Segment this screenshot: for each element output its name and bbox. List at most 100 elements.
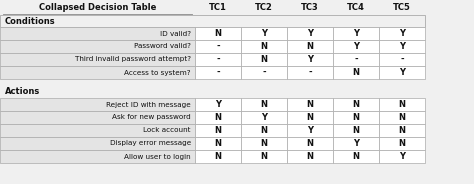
Bar	[195, 27, 241, 40]
Text: N: N	[399, 100, 405, 109]
Text: N: N	[261, 42, 267, 51]
Bar	[241, 137, 287, 150]
Text: TC2: TC2	[255, 3, 273, 13]
Text: -: -	[308, 68, 312, 77]
Bar	[287, 137, 333, 150]
Text: N: N	[261, 126, 267, 135]
Text: N: N	[353, 152, 359, 161]
Bar	[195, 137, 241, 150]
Text: -: -	[216, 42, 220, 51]
Bar	[379, 137, 425, 150]
Text: Allow user to login: Allow user to login	[124, 153, 191, 160]
Bar	[0, 98, 195, 111]
Bar	[195, 124, 241, 137]
Bar	[195, 150, 241, 163]
Bar	[241, 40, 287, 53]
Text: Y: Y	[353, 29, 359, 38]
Bar	[379, 27, 425, 40]
Text: Y: Y	[353, 139, 359, 148]
Bar	[287, 53, 333, 66]
Bar	[379, 98, 425, 111]
Text: Y: Y	[399, 152, 405, 161]
Text: TC1: TC1	[209, 3, 227, 13]
Bar	[333, 98, 379, 111]
Bar	[0, 53, 195, 66]
Bar	[241, 124, 287, 137]
Bar	[0, 124, 195, 137]
Bar	[333, 150, 379, 163]
Text: Third invalid password attempt?: Third invalid password attempt?	[75, 56, 191, 63]
Text: Y: Y	[261, 29, 267, 38]
Text: N: N	[261, 100, 267, 109]
Text: N: N	[215, 126, 221, 135]
Bar	[287, 111, 333, 124]
Text: Lock account: Lock account	[144, 128, 191, 134]
Bar	[379, 66, 425, 79]
Text: Collapsed Decision Table: Collapsed Decision Table	[39, 3, 156, 13]
Bar	[195, 40, 241, 53]
Bar	[333, 40, 379, 53]
Text: Y: Y	[261, 113, 267, 122]
Bar	[333, 53, 379, 66]
Bar	[195, 66, 241, 79]
Text: N: N	[307, 152, 313, 161]
Text: -: -	[216, 55, 220, 64]
Text: N: N	[261, 55, 267, 64]
Text: Reject ID with message: Reject ID with message	[106, 102, 191, 107]
Text: N: N	[307, 139, 313, 148]
Bar	[195, 53, 241, 66]
Text: N: N	[215, 152, 221, 161]
Bar	[287, 150, 333, 163]
Text: N: N	[215, 139, 221, 148]
Bar	[195, 98, 241, 111]
Text: Actions: Actions	[5, 88, 40, 96]
Text: -: -	[216, 68, 220, 77]
Text: N: N	[261, 152, 267, 161]
Text: Y: Y	[353, 42, 359, 51]
Text: Y: Y	[399, 29, 405, 38]
Bar	[333, 111, 379, 124]
Text: N: N	[307, 113, 313, 122]
Text: N: N	[399, 126, 405, 135]
Text: Y: Y	[307, 55, 313, 64]
Text: ID valid?: ID valid?	[160, 31, 191, 36]
Text: Y: Y	[307, 126, 313, 135]
Bar	[379, 53, 425, 66]
Bar	[0, 27, 195, 40]
Bar	[333, 124, 379, 137]
Text: Y: Y	[215, 100, 221, 109]
Text: Y: Y	[307, 29, 313, 38]
Text: N: N	[399, 113, 405, 122]
Bar	[333, 66, 379, 79]
Text: TC3: TC3	[301, 3, 319, 13]
Text: N: N	[353, 113, 359, 122]
Text: N: N	[399, 139, 405, 148]
Bar	[241, 111, 287, 124]
Text: N: N	[215, 113, 221, 122]
Bar	[287, 40, 333, 53]
Bar	[0, 86, 425, 98]
Text: Access to system?: Access to system?	[124, 70, 191, 75]
Bar	[333, 27, 379, 40]
Text: N: N	[353, 100, 359, 109]
Text: N: N	[353, 68, 359, 77]
Text: N: N	[307, 42, 313, 51]
Bar	[0, 66, 195, 79]
Text: -: -	[262, 68, 266, 77]
Text: -: -	[400, 55, 404, 64]
Bar	[0, 1, 195, 15]
Bar	[241, 53, 287, 66]
Text: TC4: TC4	[347, 3, 365, 13]
Text: N: N	[307, 100, 313, 109]
Text: Display error message: Display error message	[110, 141, 191, 146]
Bar	[287, 27, 333, 40]
Bar	[379, 40, 425, 53]
Text: -: -	[354, 55, 358, 64]
Text: Ask for new password: Ask for new password	[112, 114, 191, 121]
Bar	[379, 150, 425, 163]
Bar	[0, 150, 195, 163]
Bar	[333, 137, 379, 150]
Text: TC5: TC5	[393, 3, 411, 13]
Text: Password valid?: Password valid?	[134, 43, 191, 49]
Bar	[379, 111, 425, 124]
